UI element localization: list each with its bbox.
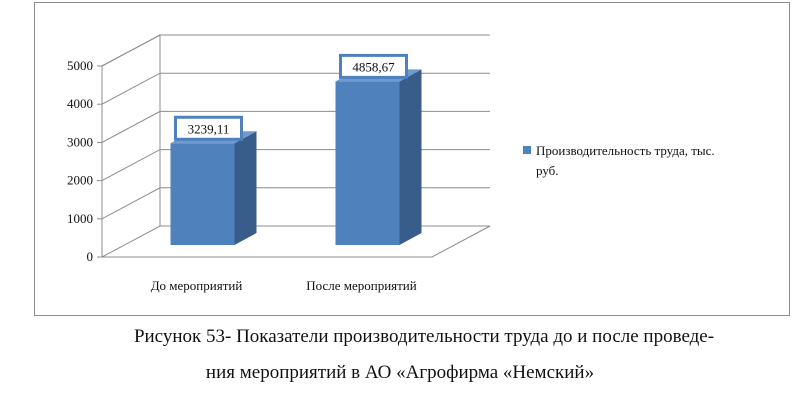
- bar: [335, 81, 400, 245]
- y-tick-label: 0: [87, 249, 94, 264]
- legend-label-line2: руб.: [536, 163, 559, 178]
- data-label: 3239,11: [188, 121, 230, 136]
- legend-label-line1: Производительность труда, тыс.: [536, 143, 715, 158]
- x-tick-label: До мероприятий: [151, 278, 243, 293]
- floor: [101, 225, 491, 258]
- bar-side: [399, 69, 422, 245]
- bars: 3239,11 4858,67: [170, 53, 422, 245]
- y-tick-label: 2000: [67, 173, 93, 188]
- y-tick-label: 5000: [67, 58, 93, 73]
- back-wall-left-edge: [101, 34, 161, 226]
- data-label-box: [339, 53, 408, 79]
- legend-swatch: [523, 146, 531, 154]
- x-axis-labels: До мероприятий После мероприятий: [151, 278, 417, 293]
- data-label-box: [174, 115, 243, 141]
- legend: Производительность труда, тыс. руб.: [523, 143, 715, 178]
- figure-caption-line1: Рисунок 53- Показатели производительност…: [133, 326, 715, 347]
- chart-walls: [101, 34, 491, 258]
- data-label: 4858,67: [352, 59, 395, 74]
- figure-caption-line2: ния мероприятий в АО «Агрофирма «Немский…: [205, 362, 595, 383]
- bar-chart: 0 1000 2000 3000 4000 5000 3239,11 4858,67 До …: [67, 34, 715, 293]
- bar: [170, 143, 235, 245]
- y-axis-ticks: 0 1000 2000 3000 4000 5000: [67, 58, 102, 264]
- x-tick-label: После мероприятий: [306, 278, 417, 293]
- bar-side: [234, 131, 257, 245]
- gridline: [101, 34, 490, 67]
- y-tick-label: 4000: [67, 96, 93, 111]
- y-tick-label: 3000: [67, 134, 93, 149]
- y-tick-label: 1000: [67, 211, 93, 226]
